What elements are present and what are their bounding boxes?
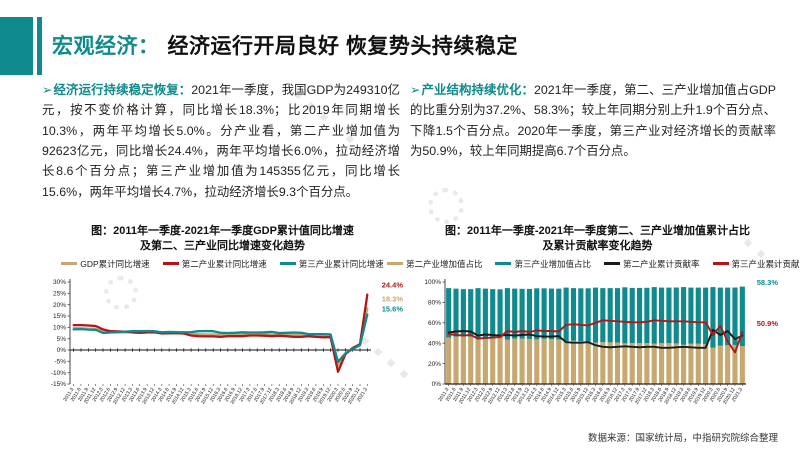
legend-swatch [386,262,403,266]
legend-swatch [712,262,729,266]
svg-text:20%: 20% [428,360,441,367]
paragraph-body: 2021年一季度，第二、三产业增加值占GDP的比重分别为37.2%、58.3%；… [410,83,777,159]
svg-text:0%: 0% [432,381,442,388]
legend-label: 第二产业增加值占比 [405,258,483,269]
industry-chart-legend: 第二产业增加值占比 第三产业增加值占比 第二产业累计贡献率 第三产业累计贡献率 [386,258,800,270]
paragraph-economy-recovery: ➢经济运行持续稳定恢复：2021年一季度，我国GDP为249310亿元，按不变价… [42,80,400,202]
svg-text:-5%: -5% [54,358,66,365]
legend-label: 第三产业累计同比增速 [298,258,384,269]
svg-text:100%: 100% [424,279,441,286]
svg-text:50.9%: 50.9% [757,319,779,328]
legend-item: 第二产业累计贡献率 [604,258,700,270]
chart-title-line2: 及第二、三产业同比增速变化趋势 [140,239,305,252]
page-title-main: 经济运行开局良好 恢复势头持续稳定 [167,35,518,58]
industry-share-chart-block: 图：2011年一季度-2021年一季度第二、三产业增加值累计占比 及累计贡献率变… [386,224,800,424]
svg-text:40%: 40% [428,340,441,347]
legend-swatch [495,262,512,266]
legend-item: 第二产业累计同比增速 [162,258,267,270]
paragraph-lead: 产业结构持续优化： [421,83,534,97]
chart-title: 图：2011年一季度-2021年一季度GDP累计值同比增速 及第二、三产业同比增… [40,224,405,254]
svg-text:25%: 25% [53,290,66,297]
legend-swatch [61,262,78,266]
svg-text:5%: 5% [57,336,67,343]
legend-label: 第二产业累计同比增速 [181,258,267,269]
legend-item: 第三产业累计同比增速 [279,258,384,270]
bullet-arrow-icon: ➢ [42,83,53,97]
svg-text:0%: 0% [57,347,67,354]
legend-swatch [162,262,179,266]
header-accent-rect [0,17,33,75]
svg-text:18.3%: 18.3% [382,294,404,303]
chart-title-line1: 图：2011年一季度-2021年一季度第二、三产业增加值累计占比 [445,225,750,237]
legend-item: 第二产业增加值占比 [386,258,483,270]
legend-item: 第三产业增加值占比 [495,258,591,270]
industry-share-bar-line-chart: 0%20%40%60%80%100%2011.32011.62011.92011… [424,278,779,405]
legend-label: 第二产业累计贡献率 [623,258,700,269]
svg-text:-15%: -15% [51,381,66,388]
svg-text:24.4%: 24.4% [382,280,404,289]
svg-text:20%: 20% [53,302,66,309]
legend-label: 第三产业增加值占比 [514,258,591,269]
bullet-arrow-icon: ➢ [410,83,421,97]
svg-text:-10%: -10% [51,370,66,377]
legend-label: 第三产业累计贡献率 [731,258,800,269]
legend-item: GDP累计同比增速 [61,258,150,270]
chart-title-line2: 及累计贡献率变化趋势 [542,239,653,252]
page-title: 宏观经济： 经济运行开局良好 恢复势头持续稳定 [52,30,518,60]
svg-text:60%: 60% [428,320,441,327]
gdp-growth-chart-block: 图：2011年一季度-2021年一季度GDP累计值同比增速 及第二、三产业同比增… [40,224,405,424]
paragraph-lead: 经济运行持续稳定恢复： [53,83,192,97]
legend-item: 第三产业累计贡献率 [712,258,800,270]
gdp-growth-line-chart: -15%-10%-5%0%5%10%15%20%25%30%2011.32011… [51,278,404,405]
svg-text:80%: 80% [428,299,441,306]
data-source-note: 数据来源：国家统计局，中指研究院综合整理 [587,433,778,444]
watermark-circle [428,188,464,224]
legend-label: GDP累计同比增速 [80,258,150,269]
chart-title: 图：2011年一季度-2021年一季度第二、三产业增加值累计占比 及累计贡献率变… [415,224,780,254]
legend-swatch [604,262,620,266]
header-accent-bar [37,17,42,75]
chart-title-line1: 图：2011年一季度-2021年一季度GDP累计值同比增速 [91,225,354,237]
paragraph-industry-structure: ➢产业结构持续优化：2021年一季度，第二、三产业增加值占GDP的比重分别为37… [410,80,776,161]
paragraph-body: 2021年一季度，我国GDP为249310亿元，按不变价格计算，同比增长18.3… [42,83,401,199]
svg-text:15.6%: 15.6% [382,304,404,313]
page-title-prefix: 宏观经济： [52,35,160,58]
svg-text:30%: 30% [53,279,66,286]
watermark-circle [104,276,138,310]
svg-text:58.3%: 58.3% [757,278,779,287]
svg-text:10%: 10% [53,324,66,331]
gdp-chart-legend: GDP累计同比增速 第二产业累计同比增速 第三产业累计同比增速 [40,258,405,270]
legend-swatch [279,262,296,266]
svg-text:15%: 15% [53,313,66,320]
